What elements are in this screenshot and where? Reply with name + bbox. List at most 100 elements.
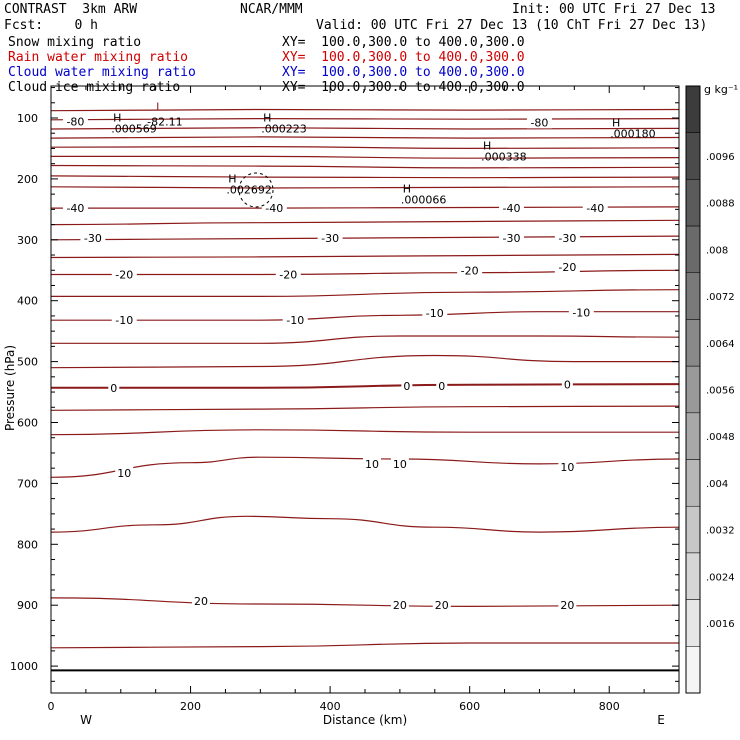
colorbar-label-3: .0072 bbox=[706, 292, 735, 303]
contour-label-19: 0 bbox=[403, 380, 410, 393]
contour-lines bbox=[50, 108, 680, 672]
header-model: CONTRAST 3km ARW bbox=[4, 2, 138, 17]
field-xy-cloud-water: XY= 100.0,300.0 to 400.0,300.0 bbox=[282, 65, 525, 80]
contour-label-bg-1 bbox=[526, 116, 552, 129]
contour-label-6: -30 bbox=[84, 232, 102, 245]
colorbar-label-6: .0048 bbox=[706, 432, 735, 443]
field-xy-cloud-ice: XY= 100.0,300.0 to 400.0,300.0 bbox=[282, 80, 525, 95]
contour-label-bg-3 bbox=[261, 202, 287, 215]
x-axis-label: Distance (km) bbox=[323, 713, 407, 727]
contour-label-1: -80 bbox=[530, 116, 548, 129]
contour-label-bg-24 bbox=[390, 457, 409, 470]
colorbar-segment-6 bbox=[685, 365, 701, 414]
contour-line-14 bbox=[51, 289, 680, 298]
contour-label-2: -40 bbox=[66, 202, 84, 215]
colorbar-segment-7 bbox=[685, 412, 701, 460]
contour-line-9 bbox=[51, 206, 680, 209]
contour-label-20: 0 bbox=[438, 380, 445, 393]
contour-line-10 bbox=[50, 219, 680, 226]
contour-label-bg-18 bbox=[108, 381, 120, 394]
x-tick-label-1: 200 bbox=[180, 700, 201, 713]
contour-label-bg-13 bbox=[554, 261, 580, 274]
contour-label-bg-27 bbox=[390, 599, 409, 612]
y-tick-label-2: 300 bbox=[17, 234, 38, 247]
contour-line-20 bbox=[50, 429, 679, 436]
contour-label-bg-0 bbox=[62, 115, 88, 128]
contour-label-5: -40 bbox=[586, 202, 604, 215]
contour-label-8: -30 bbox=[503, 232, 521, 245]
contour-line-24 bbox=[50, 642, 679, 649]
contour-label-bg-6 bbox=[80, 231, 106, 244]
contour-label-7: -30 bbox=[321, 232, 339, 245]
contour-label-18: 0 bbox=[110, 382, 117, 395]
contour-line-0 bbox=[50, 108, 680, 112]
contour-line-6 bbox=[50, 164, 680, 169]
contour-label-11: -20 bbox=[279, 269, 297, 282]
contour-label-bg-19 bbox=[401, 379, 413, 392]
extremum-value-6: .000066 bbox=[401, 193, 447, 206]
field-xy-snow: XY= 100.0,300.0 to 400.0,300.0 bbox=[282, 35, 525, 50]
contour-label-29: 20 bbox=[560, 599, 574, 612]
extremum-value-2: .000223 bbox=[261, 123, 307, 136]
contour-label-15: -10 bbox=[286, 314, 304, 327]
extremum-mark-2: H bbox=[263, 112, 271, 125]
colorbar-label-9: .0024 bbox=[706, 572, 735, 583]
contour-label-bg-20 bbox=[436, 379, 448, 392]
contour-label-bg-22 bbox=[115, 467, 134, 480]
contour-label-9: -30 bbox=[558, 232, 576, 245]
colorbar-label-2: .008 bbox=[706, 245, 728, 256]
x-tick-label-3: 600 bbox=[459, 700, 480, 713]
colorbar-label-10: .0016 bbox=[706, 619, 735, 630]
contour-label-bg-26 bbox=[192, 594, 211, 607]
extremum-value-4: .000338 bbox=[481, 151, 526, 164]
y-tick-label-7: 800 bbox=[17, 538, 38, 551]
extremum-value-1: .000569 bbox=[111, 123, 156, 136]
colorbar-segment-12 bbox=[685, 646, 701, 694]
colorbar-segment-8 bbox=[685, 459, 701, 507]
contour-label-12: -20 bbox=[461, 264, 479, 277]
contour-label-10: -20 bbox=[115, 269, 133, 282]
contour-line-12 bbox=[50, 253, 680, 259]
contour-label-4: -40 bbox=[503, 202, 521, 215]
contour-label-14: -10 bbox=[115, 314, 133, 327]
contour-line-1 bbox=[50, 117, 680, 121]
contour-line-23 bbox=[50, 597, 680, 608]
contour-label-bg-14 bbox=[111, 314, 137, 327]
colorbar-segment-2 bbox=[685, 179, 701, 227]
y-tick-label-4: 500 bbox=[17, 356, 38, 369]
contour-label-bg-5 bbox=[582, 202, 608, 215]
header-fcst: Fcst: 0 h bbox=[4, 18, 98, 33]
field-name-cloud-water: Cloud water mixing ratio bbox=[8, 65, 196, 80]
colorbar-label-4: .0064 bbox=[706, 339, 735, 350]
contour-line-3 bbox=[50, 136, 680, 139]
x-tick-label-4: 800 bbox=[599, 700, 620, 713]
contour-label-bg-16 bbox=[422, 306, 448, 319]
header-center: NCAR/MMM bbox=[240, 2, 303, 17]
contour-label-13: -20 bbox=[558, 261, 576, 274]
contour-label-bg-21 bbox=[561, 378, 573, 391]
extremum-value-0: -82.11 bbox=[147, 116, 182, 129]
contour-line-18 bbox=[50, 383, 680, 389]
extremum-value-3: .000180 bbox=[610, 128, 656, 141]
extremum-mark-3: H bbox=[612, 117, 620, 130]
contour-label-28: 20 bbox=[435, 599, 449, 612]
extremum-mark-6: H bbox=[403, 182, 411, 195]
header-init: Init: 00 UTC Fri 27 Dec 13 bbox=[512, 2, 716, 17]
contour-line-7 bbox=[50, 175, 680, 179]
contour-line-2 bbox=[50, 127, 680, 130]
contour-label-22: 10 bbox=[117, 467, 131, 480]
east-label: E bbox=[657, 713, 665, 727]
west-label: W bbox=[80, 713, 92, 727]
contour-line-8 bbox=[50, 186, 680, 189]
field-name-cloud-ice: Cloud ice mixing ratio bbox=[8, 80, 181, 95]
local-max-dashed-circle bbox=[238, 172, 274, 208]
colorbar-segment-5 bbox=[685, 319, 701, 367]
colorbar-label-7: .004 bbox=[706, 479, 728, 490]
contour-label-bg-4 bbox=[499, 202, 525, 215]
contour-line-16 bbox=[51, 335, 680, 344]
contour-label-bg-12 bbox=[457, 264, 483, 277]
extremum-mark-0: L bbox=[156, 101, 163, 114]
contour-label-21: 0 bbox=[564, 379, 571, 392]
